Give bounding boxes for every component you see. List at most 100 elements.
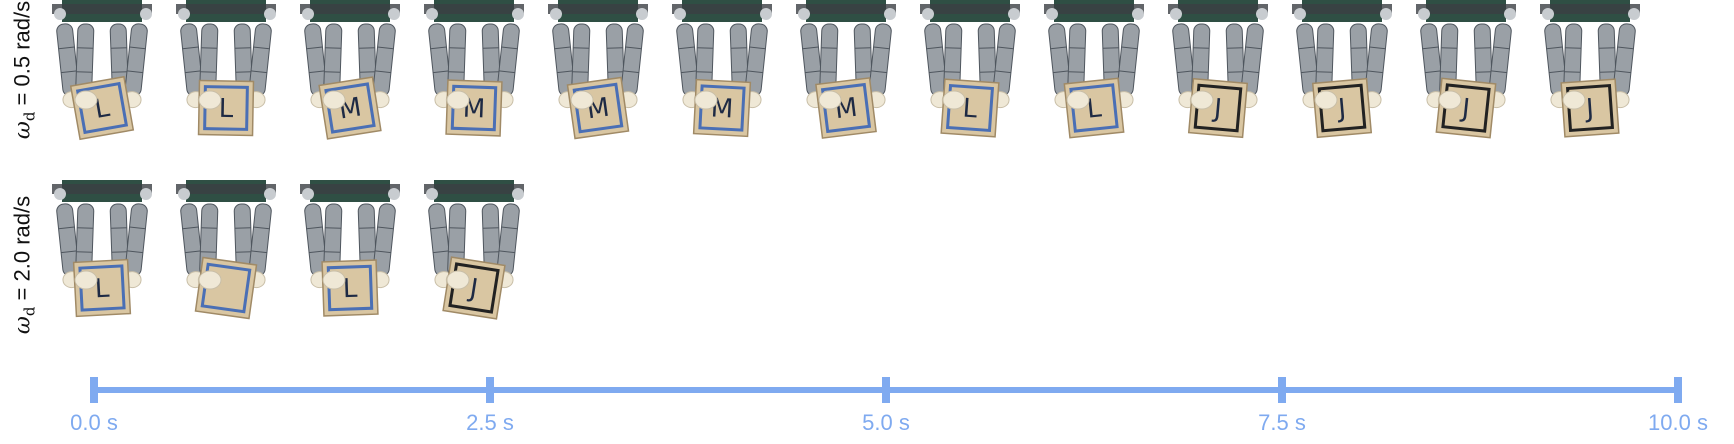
finger-joint: [1316, 71, 1333, 73]
tick-label: 5.0 s: [862, 410, 910, 435]
finger-joint: [1121, 46, 1138, 50]
finger-joint: [1174, 46, 1191, 50]
finger-joint: [873, 46, 890, 50]
finger-joint: [1617, 46, 1634, 50]
servo-knob: [54, 188, 66, 200]
servo-knob: [512, 188, 524, 200]
finger-joint: [250, 70, 267, 74]
finger-joint: [997, 46, 1014, 50]
finger-joint: [573, 47, 590, 49]
hand-frame: M: [672, 0, 772, 138]
servo-knob: [264, 8, 276, 20]
finger-joint: [820, 71, 837, 73]
mount-frame: [1168, 4, 1268, 14]
finger: [246, 203, 272, 289]
servo-knob: [922, 8, 934, 20]
finger-joint: [358, 227, 375, 229]
finger-link: [372, 23, 396, 97]
finger-joint: [1598, 47, 1615, 49]
finger-joint: [1227, 71, 1244, 73]
finger-joint: [1475, 71, 1492, 73]
cube-border: [78, 264, 126, 312]
servo-knob: [426, 188, 438, 200]
finger-joint: [374, 250, 391, 254]
thumb-tip: [694, 90, 718, 110]
frame-strips: L L M M M M M L L J J J JL L J: [52, 0, 1640, 320]
servo-knob: [512, 8, 524, 20]
servo-knob: [550, 8, 562, 20]
finger-joint: [1068, 71, 1085, 73]
finger-joint: [1350, 47, 1367, 49]
cube-border: [326, 264, 374, 312]
servo-knob: [264, 188, 276, 200]
finger-joint: [77, 47, 94, 49]
finger: [56, 23, 82, 109]
finger-joint: [325, 47, 342, 49]
finger-joint: [448, 71, 465, 73]
finger-joint: [482, 47, 499, 49]
finger-joint: [1242, 70, 1259, 74]
finger-joint: [111, 251, 128, 253]
finger-joint: [201, 227, 218, 229]
cube-border: [1565, 83, 1615, 133]
hand-frame: L: [176, 0, 276, 137]
finger-joint: [1369, 46, 1386, 50]
mount-frame: [1416, 4, 1516, 14]
thumb-tip: [198, 90, 222, 110]
finger-joint: [185, 70, 202, 74]
finger-joint: [182, 226, 199, 230]
mount-frame: [300, 4, 400, 14]
cube: L: [69, 75, 135, 141]
finger-joint: [359, 71, 376, 73]
cube-border: [820, 82, 872, 134]
finger-joint: [979, 71, 996, 73]
hand-frame: J: [424, 180, 524, 320]
mount-frame: [920, 4, 1020, 14]
mount-frame: [672, 4, 772, 14]
servo-knob: [302, 8, 314, 20]
servo-knob: [1418, 8, 1430, 20]
finger-joint: [1599, 71, 1616, 73]
mount-frame: [52, 184, 152, 194]
finger-joint: [306, 46, 323, 50]
servo-knob: [1008, 8, 1020, 20]
finger-joint: [994, 70, 1011, 74]
finger-joint: [110, 227, 127, 229]
finger-joint: [358, 47, 375, 49]
finger-joint: [200, 251, 217, 253]
servo-knob: [140, 188, 152, 200]
cube-letter: L: [342, 274, 358, 305]
finger-link: [620, 23, 644, 97]
servo-knob: [54, 8, 66, 20]
finger: [122, 23, 148, 109]
finger-joint: [1298, 46, 1315, 50]
finger-link: [124, 23, 148, 97]
thumb-tip: [570, 90, 594, 110]
finger-joint: [234, 227, 251, 229]
finger-joint: [1422, 46, 1439, 50]
finger-joint: [944, 71, 961, 73]
servo-knob: [1132, 8, 1144, 20]
finger-joint: [234, 47, 251, 49]
servo-knob: [302, 188, 314, 200]
timeline-axis: 0.0 s 2.5 s 5.0 s 7.5 s 10.0 s: [70, 377, 1708, 435]
finger: [676, 23, 702, 109]
servo-knob: [388, 8, 400, 20]
thumb-tip: [1562, 90, 1586, 110]
finger-joint: [929, 70, 946, 74]
finger-link: [1364, 23, 1388, 97]
finger-joint: [554, 46, 571, 50]
finger-joint: [1351, 71, 1368, 73]
finger-joint: [978, 47, 995, 49]
finger-joint: [498, 250, 515, 254]
finger-joint: [1301, 70, 1318, 74]
finger-joint: [309, 70, 326, 74]
hand-frame: L: [300, 180, 400, 317]
finger-joint: [126, 70, 143, 74]
finger-joint: [250, 250, 267, 254]
cube-letter: L: [962, 94, 979, 125]
thumb-tip: [322, 270, 346, 290]
finger-joint: [572, 71, 589, 73]
hand-frame: J: [1540, 0, 1640, 138]
